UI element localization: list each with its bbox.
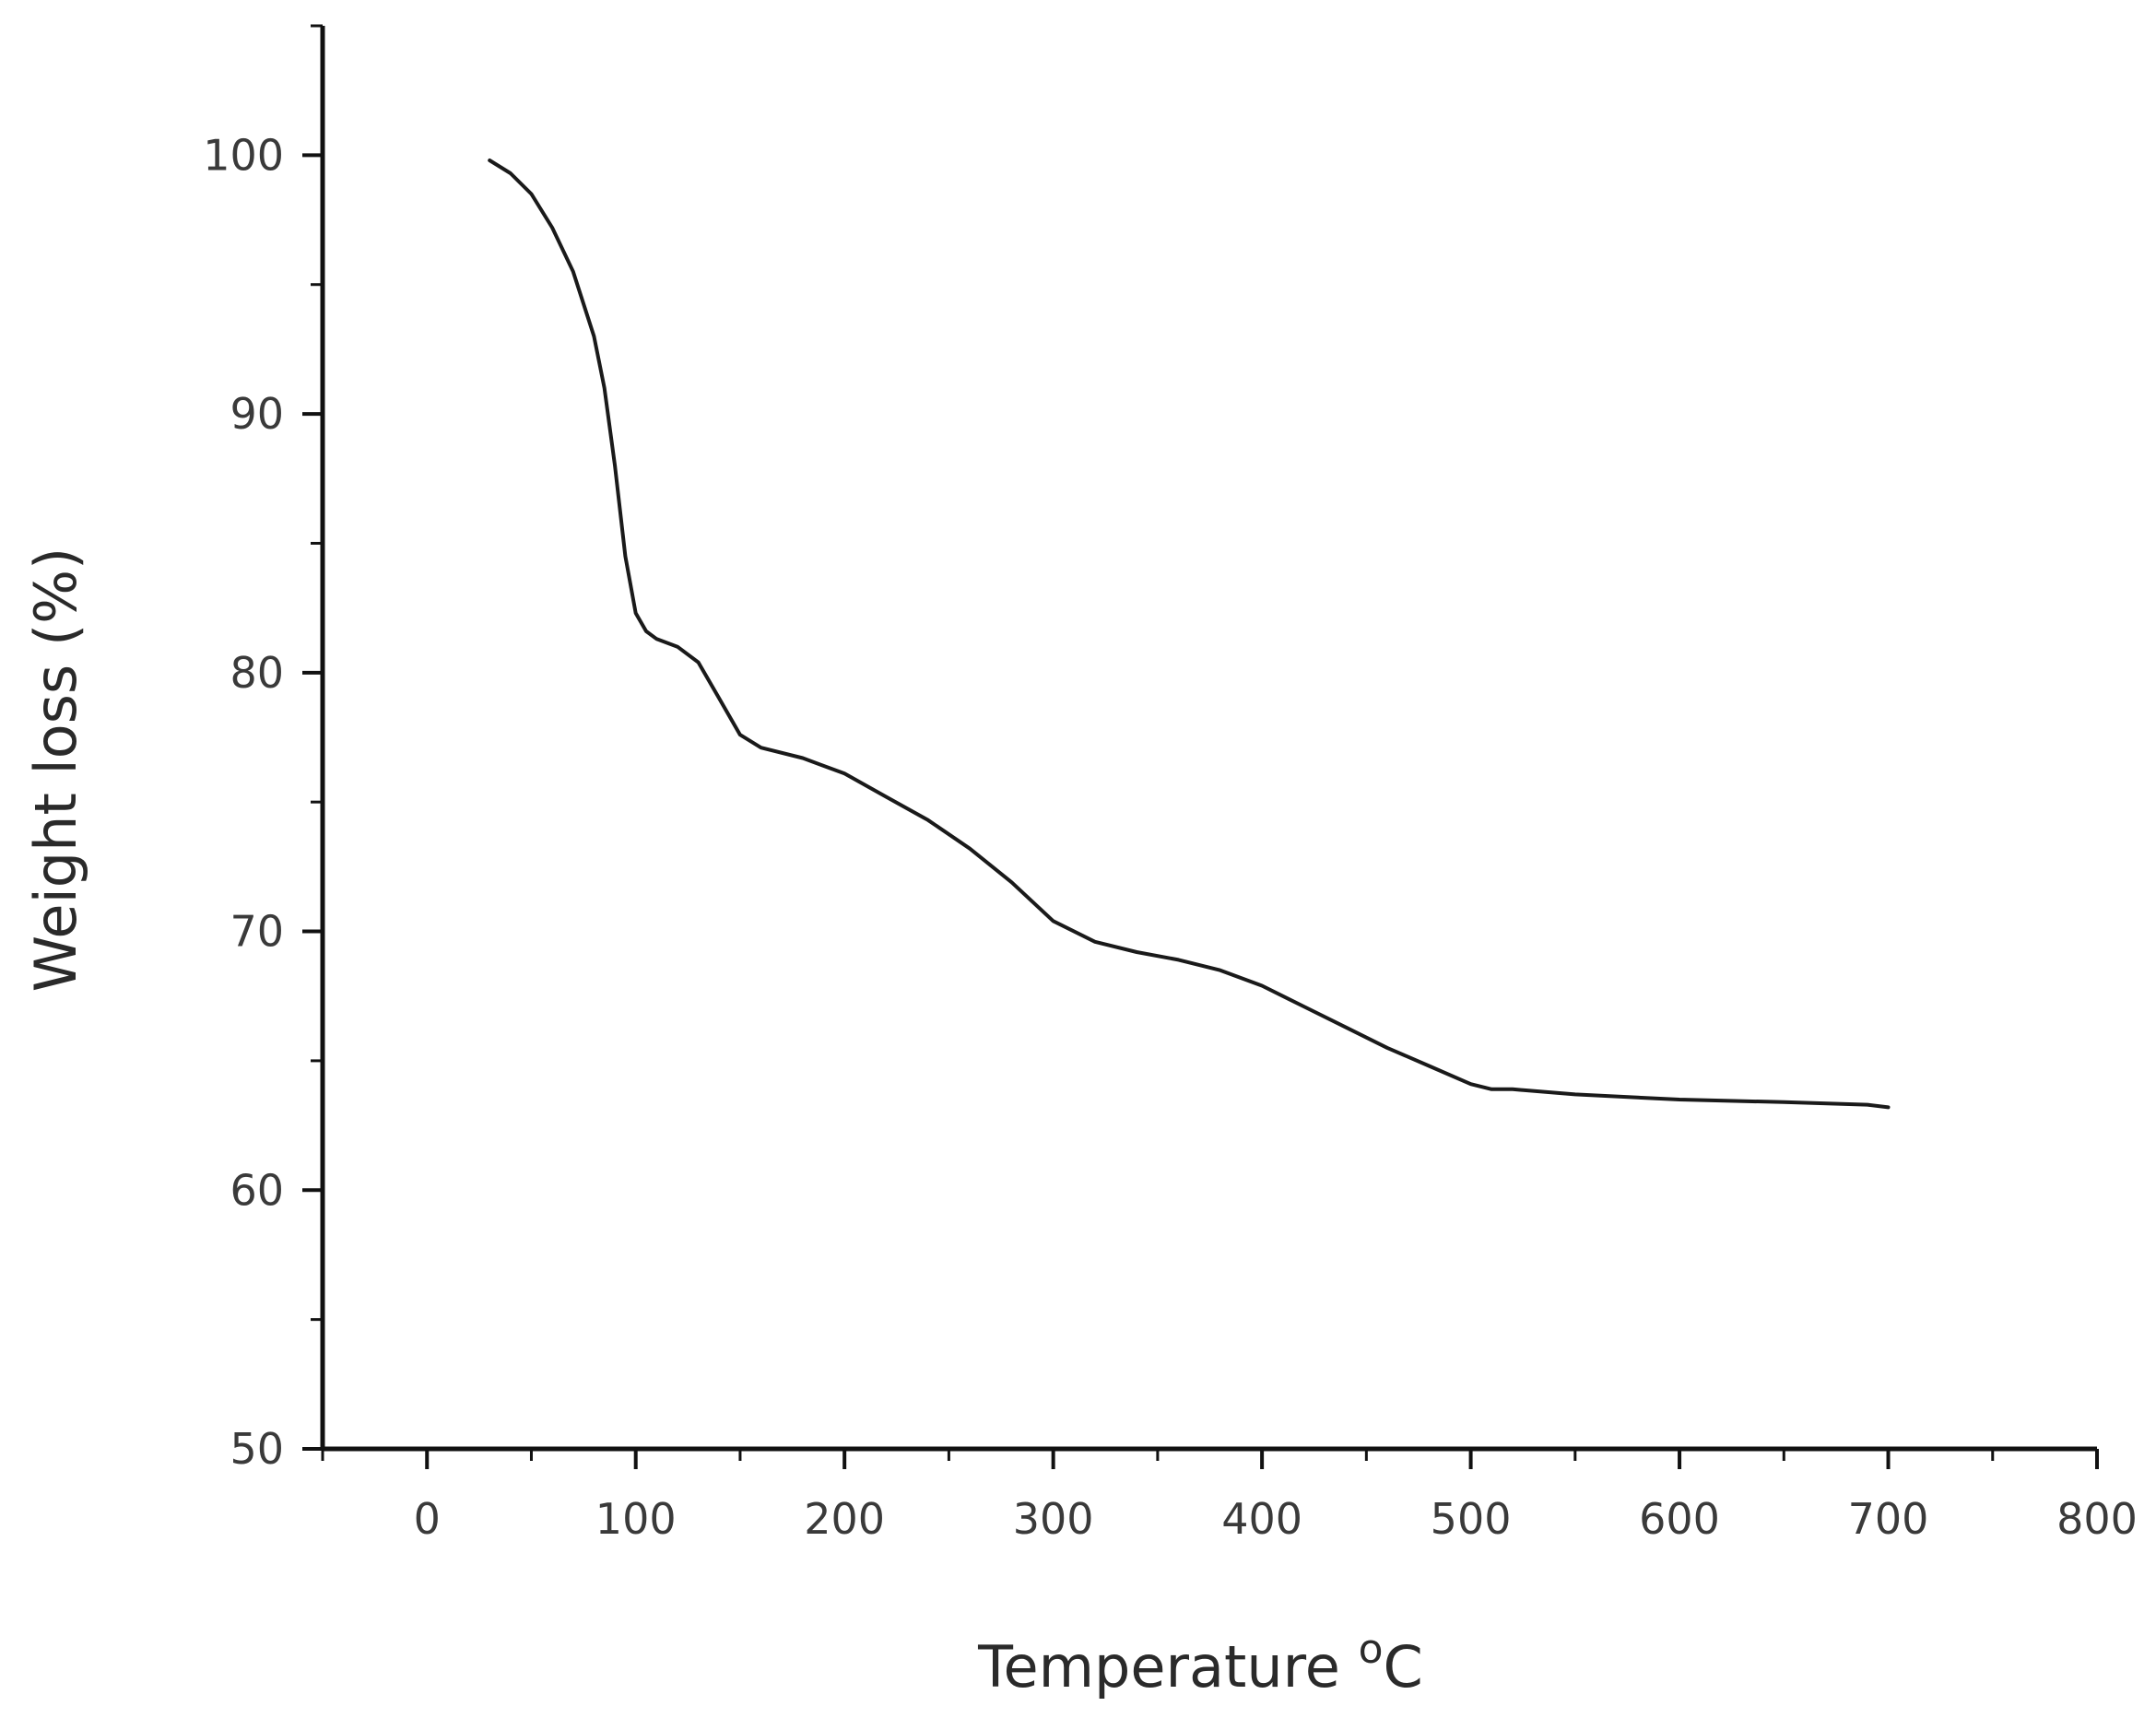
y-tick-label: 90 [230, 389, 284, 439]
x-tick-label: 0 [414, 1494, 441, 1544]
y-tick-label: 80 [230, 648, 284, 698]
x-axis-title-unit: C [1384, 1633, 1423, 1700]
y-tick-label: 50 [230, 1424, 284, 1474]
series [488, 159, 1891, 1110]
y-tick-label: 100 [203, 130, 284, 180]
x-tick-label: 800 [2056, 1494, 2138, 1544]
y-tick-label: 70 [230, 907, 284, 957]
ticks: 0 100 200 300 400 500 600 700 800 50 60 70 80 90 100 [203, 24, 2138, 1544]
x-tick-label: 400 [1221, 1494, 1302, 1544]
x-axis-title-superscript: o [1359, 1626, 1384, 1673]
y-axis-title: Weight loss (%) [22, 547, 89, 992]
axes [320, 26, 2097, 1452]
x-tick-label: 300 [1013, 1494, 1094, 1544]
x-axis-title: Temperature oC [977, 1626, 1423, 1700]
x-tick-label: 100 [595, 1494, 677, 1544]
x-tick-label: 700 [1848, 1494, 1929, 1544]
x-tick-label: 500 [1431, 1494, 1512, 1544]
weight-loss-curve [488, 159, 1891, 1110]
y-tick-label: 60 [230, 1165, 284, 1215]
x-tick-label: 200 [804, 1494, 885, 1544]
x-tick-label: 600 [1639, 1494, 1720, 1544]
x-axis-title-text: Temperature [977, 1633, 1340, 1700]
